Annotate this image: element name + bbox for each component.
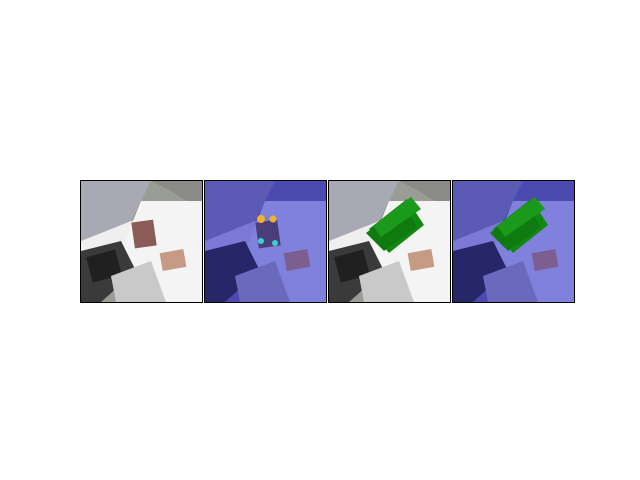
rgb-input-photo bbox=[81, 181, 202, 302]
grasp-prediction-photo bbox=[329, 181, 450, 302]
grasp-prediction-heatmap-photo bbox=[453, 181, 574, 302]
heatmap-points bbox=[257, 215, 278, 246]
green-grasp-rectangles bbox=[490, 197, 548, 253]
heatmap-photo bbox=[205, 181, 326, 302]
rgb-input-panel bbox=[80, 180, 203, 303]
grasp-prediction-panel bbox=[328, 180, 451, 303]
heatmap-panel bbox=[204, 180, 327, 303]
green-grasp-rectangles bbox=[366, 197, 424, 253]
grasp-prediction-heatmap-panel bbox=[452, 180, 575, 303]
image-strip bbox=[80, 180, 578, 304]
